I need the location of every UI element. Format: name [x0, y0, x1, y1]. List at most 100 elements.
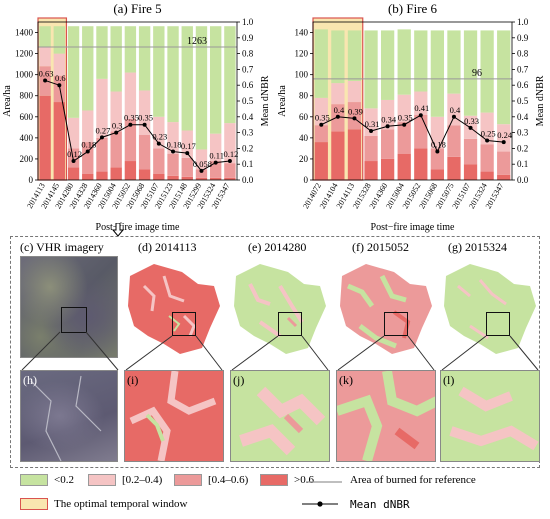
fire6-bar-2015328-s3 [364, 30, 378, 109]
fire6-bar-2015075-s0 [447, 156, 461, 180]
fire5-mean-label-6: 0.35 [124, 113, 139, 123]
fire5-bar-2015324-s3 [209, 26, 222, 134]
legend-swatch-04-06 [174, 474, 202, 486]
fire6-bar-2015107-s3 [463, 30, 478, 116]
fire6-y2tick-5: 0.5 [517, 96, 529, 106]
inset-label-i: (i) [127, 373, 139, 387]
fire6-bar-2015004-s0 [397, 153, 411, 180]
fire6-bar-2014113-s3 [347, 30, 362, 81]
fire5-bar-2015347-s0 [224, 177, 236, 180]
vhr-image [20, 256, 118, 358]
fire6-mean-label-8: 0.4 [450, 105, 461, 115]
fire5-bar-2015068-s1 [138, 134, 151, 170]
fire5-mean-point-2 [71, 159, 76, 164]
fire5-ytick-0: 0 [29, 175, 34, 185]
fire6-ytick-120: 120 [295, 49, 309, 59]
fire5-bar-2015052-s3 [124, 26, 137, 73]
fire6-bar-2014072-s1 [314, 125, 328, 143]
fire6-mean-point-7 [435, 149, 440, 154]
fire5-bar-2015123-s3 [167, 26, 179, 123]
fire5-bar-2015347-s3 [224, 26, 236, 124]
fire5-y2tick-1: 0.1 [242, 159, 253, 169]
fire5-bar-2014145-s3 [53, 26, 66, 54]
fire6-bar-2014072-s0 [314, 142, 328, 180]
legend-mean: Mean dNBR [350, 498, 410, 511]
fire5-bar-2015324-s0 [209, 177, 222, 180]
fire6-chart: (b) Fire 6 96 0 20 40 60 80 100 120 140 0.0 0.1 0.2 0… [277, 1, 546, 233]
fire5-bar-2015324-s1 [209, 161, 222, 178]
fire5-bar-2014360-s1 [96, 137, 108, 172]
fire6-bar-2015324-s0 [480, 171, 494, 180]
fire5-bar-2014280-s2 [67, 117, 80, 149]
fire5-bar-2015004-s0 [110, 167, 122, 180]
map-2015324 [440, 256, 540, 358]
fire6-mean-label-9: 0.33 [464, 116, 479, 126]
fire5-bar-2015299-s3 [195, 26, 208, 150]
legend: <0.2 [0.2–0.4) [0.4–0.6) >0.6 Area of bu… [20, 472, 540, 516]
fire6-y2tick-1: 0.1 [517, 159, 528, 169]
fire6-y2tick-2: 0.2 [517, 143, 528, 153]
vhr-zoom-box [61, 307, 87, 333]
fire5-y2tick-8: 0.8 [242, 49, 254, 59]
fire5-mean-label-5: 0.3 [112, 121, 123, 131]
panel-title-g: (g) 2015324 [448, 240, 507, 254]
fire5-bar-2014113-s2 [39, 47, 51, 67]
fire5-mean-label-0: 0.63 [39, 68, 54, 78]
map-2014113 [124, 256, 224, 358]
fire5-bar-2015004-s3 [110, 26, 122, 92]
fire6-mean-label-10: 0.25 [481, 129, 496, 139]
fire6-mean-label-1: 0.4 [334, 105, 345, 115]
fire6-mean-label-4: 0.34 [381, 114, 397, 124]
fire6-bar-2015068-s3 [430, 30, 445, 117]
legend-window: The optimal temporal window [54, 498, 188, 510]
fire5-mean-label-4: 0.27 [96, 125, 111, 135]
fire6-bar-2014072-s3 [314, 29, 328, 98]
fire6-bar-2015107-s0 [463, 164, 478, 180]
fire5-bar-2015068-s0 [138, 169, 151, 180]
fire5-mean-point-0 [43, 78, 48, 83]
fire6-bar-2014360-s1 [380, 129, 395, 159]
fire6-y2tick-6: 0.6 [517, 80, 529, 90]
fire6-bar-2015052-s2 [414, 91, 428, 115]
fire5-bar-2014360-s2 [96, 78, 108, 138]
fire5-bar-2014360-s0 [96, 171, 108, 180]
fire6-mean-point-8 [451, 114, 456, 119]
fire6-bar-2015075-s2 [447, 93, 461, 126]
fire6-bar-2015068-s0 [430, 169, 445, 180]
fire5-mean-point-7 [142, 122, 147, 127]
fire6-bar-2014113-s2 [347, 80, 362, 103]
inset-label-l: (l) [443, 373, 455, 387]
panel-title-c: (c) VHR imagery [20, 240, 104, 254]
legend-reference: Area of burned for reference [350, 474, 476, 486]
fire5-ytick-400: 400 [20, 133, 34, 143]
fire5-bar-2015123-s0 [167, 175, 179, 180]
fire6-mean-point-0 [319, 122, 324, 127]
fire5-bar-2014145-s0 [53, 102, 66, 180]
fire5-bar-2015107-s0 [153, 173, 165, 180]
fire5-reference-label: 1263 [187, 36, 207, 47]
fire6-bar-2015107-s1 [463, 138, 478, 165]
fire5-mean-point-5 [114, 130, 119, 135]
fire6-ytick-100: 100 [295, 70, 309, 80]
fire5-bar-2015148-s1 [181, 157, 193, 177]
fire6-mean-label-11: 0.24 [497, 130, 513, 140]
zoom-2015324: (l) [440, 370, 540, 462]
inset-label-h: (h) [23, 373, 37, 387]
legend-02-04: [0.2–0.4) [122, 474, 163, 486]
fire5-bar-2014328-s0 [82, 173, 94, 180]
fire5-bar-2014113-s3 [39, 26, 51, 48]
fire5-bar-2015299-s1 [195, 169, 208, 178]
fire6-mean-label-7: 0.18 [431, 140, 446, 150]
fire5-bar-2015347-s2 [224, 123, 236, 164]
fire6-mean-label-2: 0.39 [348, 106, 363, 116]
fire5-bar-2014328-s2 [82, 110, 94, 143]
fire5-y2tick-9: 0.9 [242, 33, 254, 43]
zoom-2015052: (k) [336, 370, 436, 462]
fire5-mean-point-8 [156, 141, 161, 146]
zoom-box-f [384, 312, 408, 336]
fire6-bar-2015068-s1 [430, 148, 445, 170]
fire5-bar-2015107-s2 [153, 116, 165, 149]
inset-label-j: (j) [233, 373, 245, 387]
down-arrow-icon [112, 223, 124, 237]
fire5-y2tick-10: 1.0 [242, 17, 254, 27]
